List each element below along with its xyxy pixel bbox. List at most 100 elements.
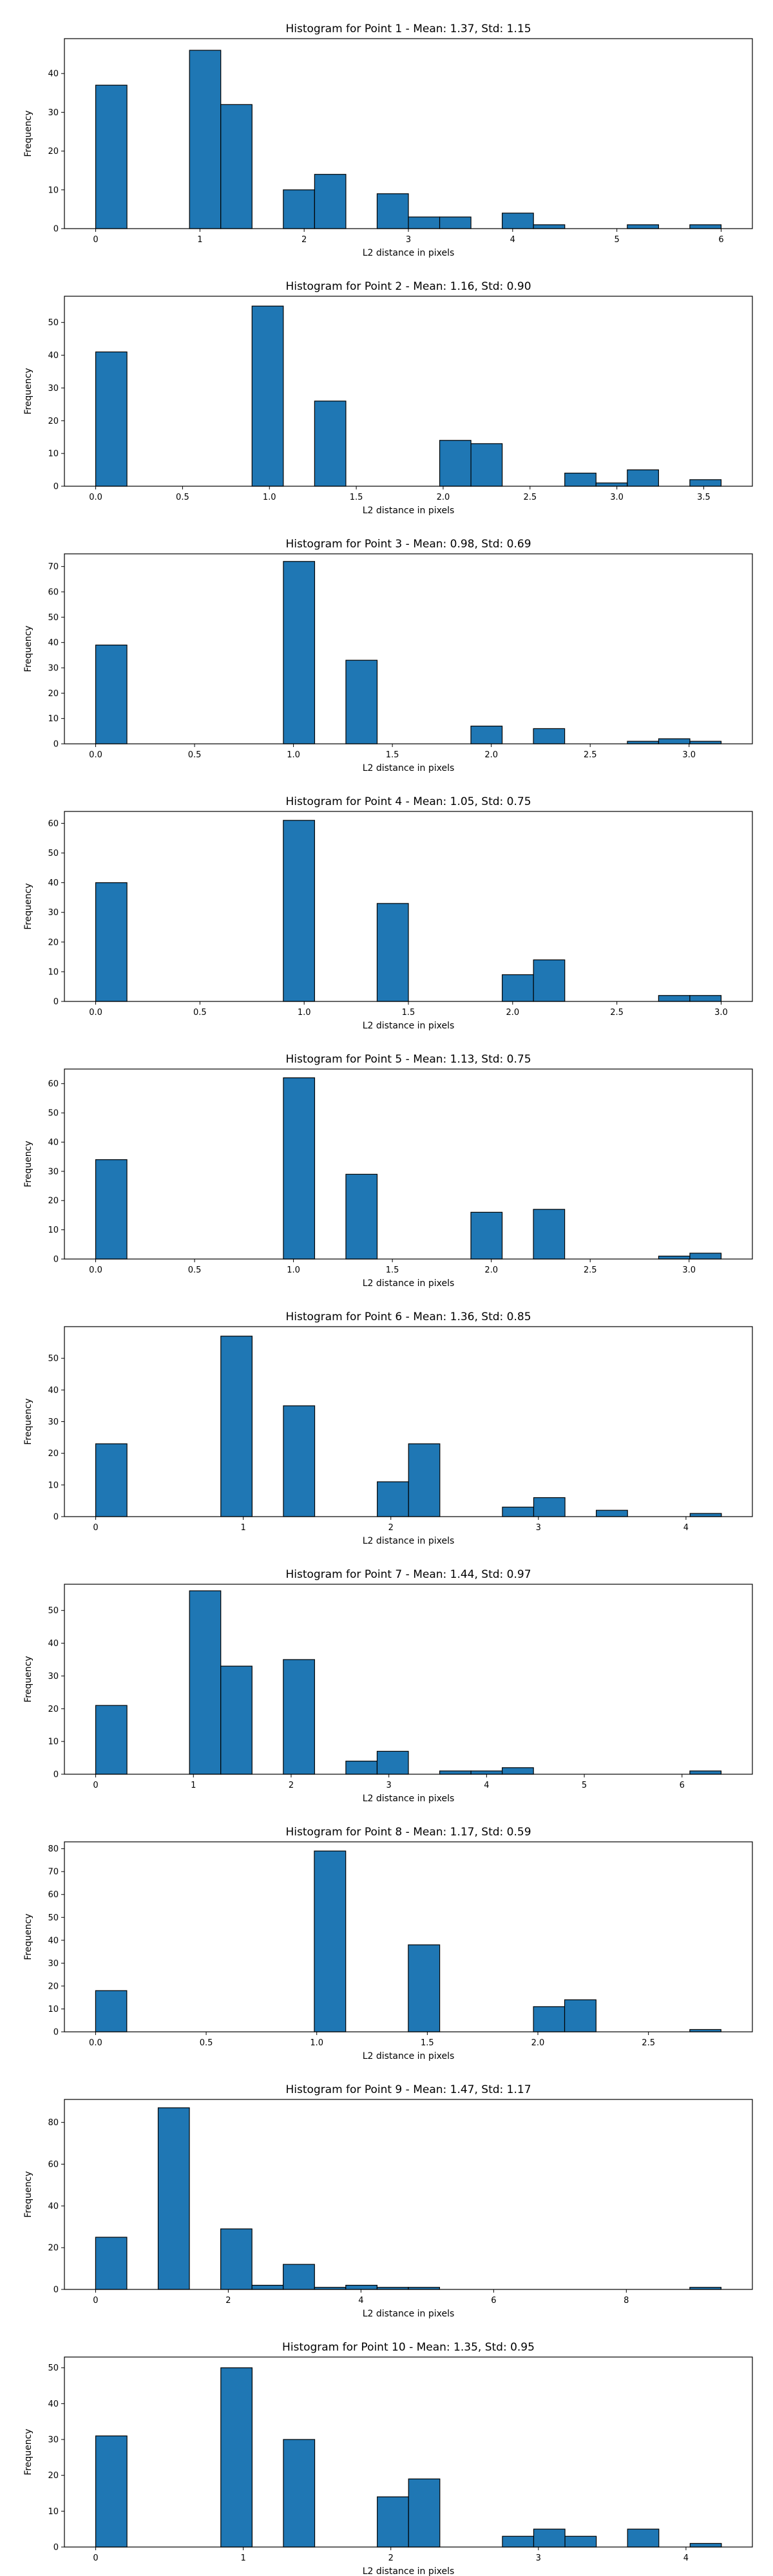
- chart-title: Histogram for Point 4 - Mean: 1.05, Std:…: [285, 795, 531, 808]
- histogram-bar: [95, 351, 128, 487]
- axes-frame: [64, 1068, 753, 1260]
- histogram-bar: [439, 1770, 472, 1775]
- x-tick-label: 3: [386, 1781, 392, 1790]
- x-tick-label: 6: [491, 2296, 496, 2306]
- histogram-bar: [564, 2535, 597, 2548]
- x-tick-label: 0.0: [89, 493, 102, 502]
- y-tick-label: 40: [48, 1386, 59, 1396]
- histogram-bar: [314, 1850, 347, 2032]
- x-tick-label: 4: [510, 235, 515, 245]
- histogram-panel: Histogram for Point 3 - Mean: 0.98, Std:…: [23, 538, 753, 773]
- histogram-bar: [470, 1770, 503, 1775]
- x-tick-label: 2.0: [484, 1265, 498, 1275]
- y-tick-label: 60: [48, 588, 59, 598]
- histogram-bar: [220, 1665, 253, 1775]
- histogram-bar: [627, 224, 659, 229]
- y-tick-label: 70: [48, 562, 59, 572]
- histogram-bar: [95, 2237, 128, 2290]
- y-tick-label: 40: [48, 1936, 59, 1946]
- histogram-bar: [470, 725, 503, 744]
- y-axis-label: Frequency: [23, 368, 33, 414]
- histogram-bar: [564, 1999, 596, 2032]
- x-tick-label: 0.5: [200, 2038, 213, 2048]
- x-tick-label: 2.5: [584, 1265, 597, 1275]
- histogram-bar: [189, 50, 222, 229]
- x-tick-label: 0.5: [188, 1265, 202, 1275]
- x-tick-label: 0.0: [89, 1008, 102, 1018]
- y-tick-label: 30: [48, 384, 59, 393]
- histogram-bar: [595, 482, 628, 487]
- histogram-bar: [502, 1767, 534, 1775]
- histogram-bar: [283, 189, 315, 229]
- histogram-bar: [502, 974, 534, 1002]
- y-tick-label: 20: [48, 1705, 59, 1714]
- histogram-bar: [689, 1253, 722, 1260]
- x-tick-label: 3.0: [610, 493, 624, 502]
- histogram-panel: Histogram for Point 8 - Mean: 1.17, Std:…: [23, 1826, 753, 2061]
- y-tick-label: 0: [53, 1513, 59, 1522]
- histogram-bar: [95, 645, 128, 744]
- y-tick-label: 0: [53, 482, 59, 492]
- y-tick-label: 60: [48, 1079, 59, 1089]
- axes-frame: [64, 553, 753, 744]
- histogram-bar: [377, 1481, 409, 1517]
- y-tick-label: 50: [48, 318, 59, 328]
- x-tick-label: 3.0: [714, 1008, 728, 1018]
- y-tick-label: 30: [48, 664, 59, 674]
- histogram-bar: [470, 443, 503, 487]
- histogram-bar: [376, 1750, 409, 1775]
- x-tick-label: 4: [358, 2296, 363, 2306]
- x-tick-label: 5: [582, 1781, 587, 1790]
- chart-title: Histogram for Point 7 - Mean: 1.44, Std:…: [285, 1568, 531, 1581]
- histogram-bar: [220, 104, 253, 229]
- x-tick-label: 3: [406, 235, 411, 245]
- histogram-bar: [251, 2284, 284, 2290]
- histogram-bar: [564, 473, 596, 487]
- x-tick-label: 1.5: [386, 750, 399, 760]
- x-tick-label: 0: [93, 2553, 98, 2563]
- x-tick-label: 0: [93, 235, 98, 245]
- y-tick-label: 40: [48, 2202, 59, 2211]
- y-tick-label: 50: [48, 1354, 59, 1364]
- x-tick-label: 5: [614, 235, 619, 245]
- histogram-bar: [283, 1659, 315, 1775]
- histogram-panel: Histogram for Point 9 - Mean: 1.47, Std:…: [23, 2083, 753, 2318]
- y-tick-label: 0: [53, 998, 59, 1007]
- histogram-bar: [408, 1443, 441, 1517]
- x-tick-label: 1: [241, 2553, 246, 2563]
- x-tick-label: 3.5: [697, 493, 711, 502]
- axes-frame: [64, 2356, 753, 2548]
- y-tick-label: 50: [48, 849, 59, 858]
- x-tick-label: 2.0: [484, 750, 498, 760]
- x-axis-label: L2 distance in pixels: [363, 1794, 455, 1803]
- y-tick-label: 10: [48, 1738, 59, 1747]
- histogram-panel: Histogram for Point 10 - Mean: 1.35, Std…: [23, 2341, 753, 2576]
- x-tick-label: 4: [484, 1781, 489, 1790]
- histogram-bar: [533, 224, 566, 229]
- y-tick-label: 0: [53, 2286, 59, 2295]
- x-tick-label: 1: [241, 1523, 246, 1533]
- y-tick-label: 20: [48, 417, 59, 426]
- x-tick-label: 6: [718, 235, 723, 245]
- x-tick-label: 3: [536, 1523, 541, 1533]
- x-tick-label: 1.0: [287, 1265, 300, 1275]
- histogram-bar: [345, 1761, 378, 1775]
- histogram-bar: [689, 224, 722, 229]
- chart-title: Histogram for Point 2 - Mean: 1.16, Std:…: [285, 280, 531, 293]
- x-tick-label: 1: [191, 1781, 196, 1790]
- y-tick-label: 40: [48, 878, 59, 888]
- x-tick-label: 6: [680, 1781, 685, 1790]
- y-tick-label: 60: [48, 1890, 59, 1900]
- histogram-bar: [157, 2107, 190, 2290]
- y-tick-label: 20: [48, 1449, 59, 1459]
- histogram-panel: Histogram for Point 2 - Mean: 1.16, Std:…: [23, 280, 753, 515]
- y-tick-label: 0: [53, 225, 59, 234]
- y-tick-label: 80: [48, 1844, 59, 1854]
- x-axis-label: L2 distance in pixels: [363, 248, 455, 258]
- x-tick-label: 2.5: [610, 1008, 624, 1018]
- y-tick-label: 30: [48, 1672, 59, 1681]
- histogram-bar: [283, 561, 316, 744]
- histogram-bar: [502, 1506, 535, 1517]
- y-tick-label: 80: [48, 2118, 59, 2128]
- y-tick-label: 40: [48, 1639, 59, 1649]
